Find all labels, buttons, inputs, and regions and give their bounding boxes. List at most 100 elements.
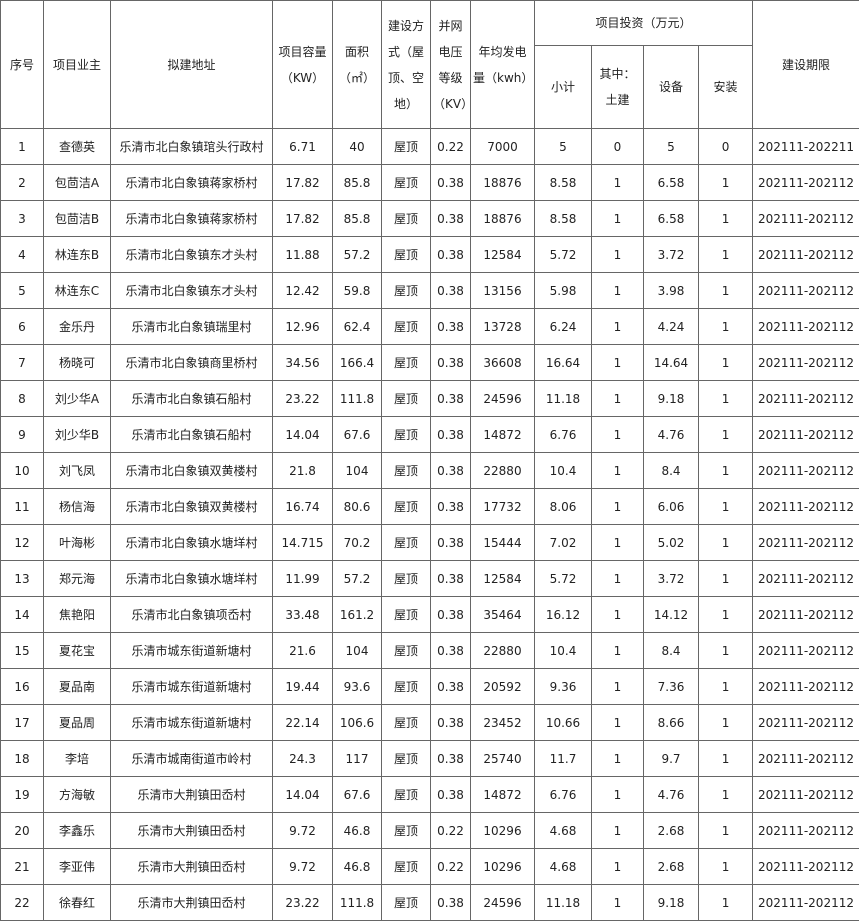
data-cell: 104 — [333, 453, 382, 489]
data-cell: 0.38 — [431, 417, 471, 453]
header-cell: 项目容量（KW） — [273, 1, 333, 129]
data-cell: 62.4 — [333, 309, 382, 345]
data-cell: 67.6 — [333, 417, 382, 453]
header-cell: 其中：土建 — [592, 46, 644, 129]
data-cell: 1 — [699, 561, 753, 597]
data-cell: 202111-202112 — [753, 417, 859, 453]
data-cell: 1 — [699, 165, 753, 201]
data-cell: 202111-202112 — [753, 597, 859, 633]
data-cell: 乐清市城南街道市岭村 — [111, 741, 273, 777]
data-cell: 1 — [592, 381, 644, 417]
data-cell: 乐清市城东街道新塘村 — [111, 705, 273, 741]
header-cell: 建设方式（屋顶、空地） — [382, 1, 431, 129]
data-cell: 1 — [592, 669, 644, 705]
data-cell: 21.8 — [273, 453, 333, 489]
data-cell: 17.82 — [273, 165, 333, 201]
data-cell: 屋顶 — [382, 201, 431, 237]
data-cell: 1 — [592, 777, 644, 813]
data-cell: 乐清市北白象镇双黄楼村 — [111, 489, 273, 525]
data-cell: 14.04 — [273, 417, 333, 453]
data-cell: 4.68 — [535, 813, 592, 849]
data-cell: 10 — [1, 453, 44, 489]
data-cell: 20592 — [471, 669, 535, 705]
data-cell: 屋顶 — [382, 417, 431, 453]
data-cell: 郑元海 — [44, 561, 111, 597]
data-cell: 17732 — [471, 489, 535, 525]
data-cell: 屋顶 — [382, 489, 431, 525]
data-cell: 14.715 — [273, 525, 333, 561]
data-cell: 乐清市大荆镇田岙村 — [111, 885, 273, 921]
header-row: 序号项目业主拟建地址项目容量（KW）面积（㎡）建设方式（屋顶、空地）并网电压等级… — [1, 1, 859, 46]
data-cell: 16.74 — [273, 489, 333, 525]
data-cell: 6.24 — [535, 309, 592, 345]
data-cell: 屋顶 — [382, 813, 431, 849]
data-cell: 17 — [1, 705, 44, 741]
data-cell: 乐清市大荆镇田岙村 — [111, 813, 273, 849]
data-cell: 1 — [699, 633, 753, 669]
data-cell: 乐清市北白象镇蒋家桥村 — [111, 165, 273, 201]
data-cell: 金乐丹 — [44, 309, 111, 345]
data-cell: 1 — [592, 633, 644, 669]
data-cell: 1 — [699, 741, 753, 777]
data-cell: 乐清市大荆镇田岙村 — [111, 849, 273, 885]
data-cell: 1 — [592, 201, 644, 237]
data-cell: 1 — [699, 885, 753, 921]
data-cell: 22880 — [471, 633, 535, 669]
data-cell: 8.66 — [644, 705, 699, 741]
data-cell: 57.2 — [333, 237, 382, 273]
data-cell: 57.2 — [333, 561, 382, 597]
data-cell: 9 — [1, 417, 44, 453]
data-cell: 18 — [1, 741, 44, 777]
data-cell: 屋顶 — [382, 381, 431, 417]
data-cell: 5 — [535, 129, 592, 165]
data-cell: 11.18 — [535, 381, 592, 417]
data-cell: 202111-202112 — [753, 453, 859, 489]
data-cell: 8.58 — [535, 201, 592, 237]
data-cell: 0.38 — [431, 345, 471, 381]
data-cell: 杨晓可 — [44, 345, 111, 381]
data-cell: 0 — [699, 129, 753, 165]
data-cell: 0.38 — [431, 885, 471, 921]
data-cell: 106.6 — [333, 705, 382, 741]
data-cell: 117 — [333, 741, 382, 777]
header-cell: 年均发电量（kwh） — [471, 1, 535, 129]
data-cell: 67.6 — [333, 777, 382, 813]
data-cell: 16.64 — [535, 345, 592, 381]
data-cell: 23.22 — [273, 885, 333, 921]
data-cell: 1 — [699, 201, 753, 237]
data-cell: 16.12 — [535, 597, 592, 633]
data-cell: 46.8 — [333, 849, 382, 885]
data-cell: 1 — [592, 525, 644, 561]
data-cell: 7 — [1, 345, 44, 381]
data-cell: 202111-202112 — [753, 669, 859, 705]
data-cell: 10296 — [471, 849, 535, 885]
data-cell: 46.8 — [333, 813, 382, 849]
data-cell: 屋顶 — [382, 885, 431, 921]
data-cell: 1 — [699, 597, 753, 633]
data-cell: 11.7 — [535, 741, 592, 777]
data-cell: 1 — [699, 453, 753, 489]
data-cell: 5.98 — [535, 273, 592, 309]
data-cell: 李鑫乐 — [44, 813, 111, 849]
header-cell: 项目投资（万元） — [535, 1, 753, 46]
data-cell: 2.68 — [644, 849, 699, 885]
data-cell: 夏花宝 — [44, 633, 111, 669]
data-cell: 6.58 — [644, 165, 699, 201]
data-cell: 8 — [1, 381, 44, 417]
data-cell: 屋顶 — [382, 777, 431, 813]
data-cell: 夏品周 — [44, 705, 111, 741]
data-cell: 0.22 — [431, 129, 471, 165]
data-cell: 12584 — [471, 561, 535, 597]
data-cell: 乐清市北白象镇水塘垟村 — [111, 561, 273, 597]
header-cell: 项目业主 — [44, 1, 111, 129]
